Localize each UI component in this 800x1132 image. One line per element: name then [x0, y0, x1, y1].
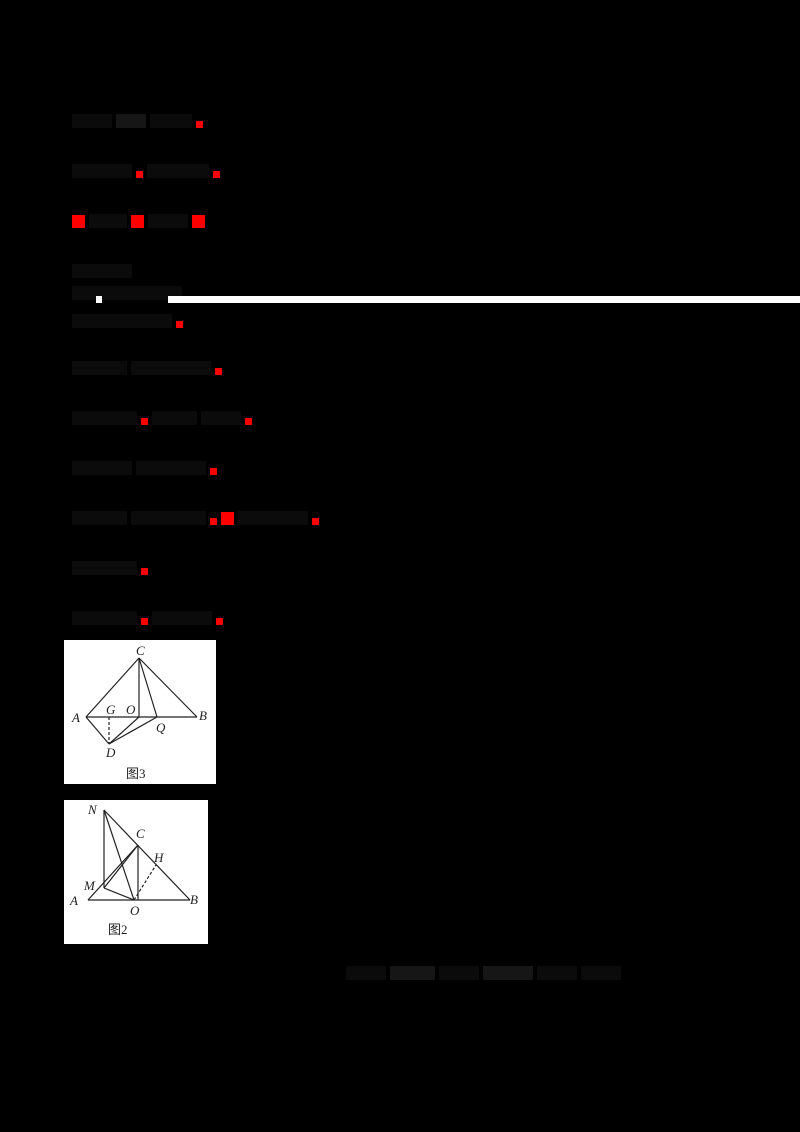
- point-label: N: [87, 802, 98, 817]
- figure-3: C A G O B Q D 图3: [64, 640, 216, 784]
- formula-line-bottom: [346, 960, 621, 980]
- formula-line-7: [72, 355, 222, 375]
- red-mark: [245, 418, 252, 425]
- red-mark: [131, 215, 144, 228]
- rule-tick: [96, 296, 102, 303]
- point-label: B: [199, 708, 207, 723]
- point-label: M: [83, 878, 96, 893]
- red-mark: [213, 171, 220, 178]
- red-mark: [176, 321, 183, 328]
- formula-line-2: [72, 158, 220, 178]
- formula-line-10: [72, 505, 319, 525]
- red-mark: [192, 215, 205, 228]
- figure-caption: 图3: [126, 766, 146, 781]
- formula-line-12: [72, 605, 223, 625]
- point-label: C: [136, 826, 145, 841]
- red-mark: [210, 468, 217, 475]
- horizontal-rule: [168, 296, 800, 303]
- formula-line-6: [72, 308, 183, 328]
- formula-line-3: [72, 208, 205, 228]
- formula-line-5: [72, 280, 182, 300]
- red-mark: [141, 618, 148, 625]
- red-mark: [196, 121, 203, 128]
- point-label: O: [126, 702, 136, 717]
- red-mark: [72, 215, 85, 228]
- point-label: H: [153, 850, 164, 865]
- red-mark: [210, 518, 217, 525]
- red-mark: [136, 171, 143, 178]
- point-label: A: [71, 710, 80, 725]
- point-label: B: [190, 892, 198, 907]
- red-mark: [141, 568, 148, 575]
- red-mark: [312, 518, 319, 525]
- point-label: A: [69, 893, 78, 908]
- point-label: O: [130, 903, 140, 918]
- formula-line-8: [72, 405, 252, 425]
- point-label: Q: [156, 720, 166, 735]
- figure-2: N C H M A O B 图2: [64, 800, 208, 944]
- formula-line-4: [72, 258, 132, 278]
- red-mark: [221, 512, 234, 525]
- red-mark: [215, 368, 222, 375]
- point-label: C: [136, 643, 145, 658]
- point-label: G: [106, 702, 116, 717]
- formula-line-9: [72, 455, 217, 475]
- red-mark: [141, 418, 148, 425]
- formula-line-11: [72, 555, 148, 575]
- red-mark: [216, 618, 223, 625]
- formula-line-1: [72, 108, 203, 128]
- figure-caption: 图2: [108, 922, 128, 937]
- point-label: D: [105, 745, 116, 760]
